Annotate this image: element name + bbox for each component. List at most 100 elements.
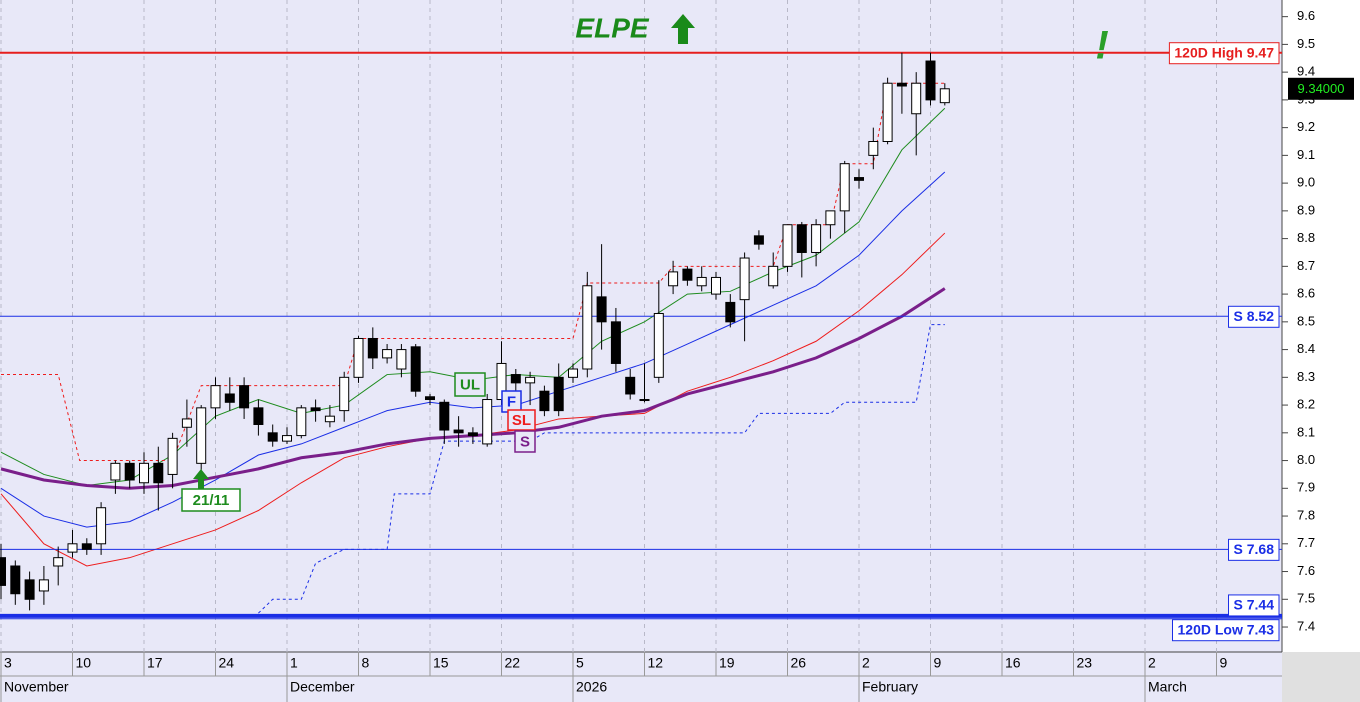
x-tick-label: 22 <box>505 655 521 671</box>
annotation-box <box>454 372 486 397</box>
candle-body <box>453 429 464 434</box>
candle-body <box>525 376 536 384</box>
candle-body <box>253 407 264 425</box>
y-tick-label: 9.5 <box>1297 36 1315 51</box>
candle-body <box>682 268 693 281</box>
candle-body <box>181 418 192 428</box>
candle-body <box>139 462 150 484</box>
x-tick-label: 2 <box>1148 655 1156 671</box>
level-label-box <box>1228 594 1280 617</box>
y-tick-label: 9.6 <box>1297 8 1315 23</box>
candle-body <box>639 399 650 402</box>
y-tick-label: 8.8 <box>1297 230 1315 245</box>
candle-body <box>367 337 378 359</box>
x-tick-label: 17 <box>147 655 163 671</box>
y-axis-area <box>1282 0 1360 652</box>
candle-body <box>868 140 879 156</box>
x-tick-label: 12 <box>648 655 664 671</box>
month-label: March <box>1148 679 1187 695</box>
candle-body <box>568 368 579 378</box>
candle-body <box>110 462 121 481</box>
y-tick-label: 8.4 <box>1297 341 1315 356</box>
annotation-box <box>181 488 241 512</box>
last-price-label: 9.34000 <box>1298 81 1345 96</box>
annotation-arrow <box>193 469 209 489</box>
candle-body <box>796 224 807 253</box>
candle-body <box>310 407 321 412</box>
candle-body <box>53 557 64 567</box>
candle-body <box>296 407 307 437</box>
candle-body <box>382 349 393 359</box>
last-price-box <box>1288 77 1354 100</box>
candle-body <box>467 432 478 437</box>
x-tick-label: 9 <box>1220 655 1228 671</box>
y-tick-label: 7.4 <box>1297 618 1315 633</box>
x-tick-label: 9 <box>934 655 942 671</box>
candle-body <box>167 437 178 475</box>
candle-body <box>324 415 335 423</box>
candle-body <box>510 374 521 384</box>
annotation-label: 21/11 <box>193 492 230 509</box>
y-tick-label: 8.6 <box>1297 286 1315 301</box>
y-tick-label: 8.2 <box>1297 397 1315 412</box>
month-label: February <box>862 679 918 695</box>
candle-body <box>925 60 936 101</box>
candle-body <box>896 82 907 87</box>
candle-body <box>768 265 779 287</box>
x-tick-label: 24 <box>219 655 235 671</box>
candle-body <box>882 82 893 142</box>
candle-body <box>67 543 78 553</box>
candle-body <box>482 399 493 445</box>
x-tick-label: 3 <box>4 655 12 671</box>
channel-line <box>258 324 945 614</box>
candle-body <box>854 177 865 181</box>
candle-body <box>610 321 621 364</box>
candle-body <box>410 346 421 392</box>
level-label-box <box>1172 619 1280 642</box>
candle-body <box>81 543 92 550</box>
x-tick-label: 2 <box>862 655 870 671</box>
y-tick-label: 8.3 <box>1297 369 1315 384</box>
x-tick-label: 15 <box>433 655 449 671</box>
level-label: 120D High 9.47 <box>1174 44 1274 60</box>
candle-body <box>811 224 822 253</box>
y-tick-label: 9.2 <box>1297 119 1315 134</box>
candle-body <box>224 393 235 403</box>
level-label: 120D Low 7.43 <box>1178 621 1275 637</box>
candle-body <box>753 235 764 245</box>
candle-body <box>625 376 636 395</box>
y-tick-label: 8.0 <box>1297 452 1315 467</box>
candle-body <box>24 579 35 600</box>
y-tick-label: 7.7 <box>1297 535 1315 550</box>
candle-body <box>239 385 250 409</box>
candle-body <box>711 276 722 295</box>
candle-body <box>267 432 278 442</box>
annotation-box <box>514 430 536 453</box>
annotation-label: S <box>520 433 530 450</box>
title-arrow <box>671 14 695 44</box>
level-label-box <box>1228 538 1280 561</box>
y-tick-label: 9.1 <box>1297 147 1315 162</box>
y-tick-label: 7.8 <box>1297 507 1315 522</box>
y-tick-label: 9.4 <box>1297 64 1315 79</box>
candle-body <box>10 565 21 595</box>
x-tick-label: 16 <box>1005 655 1021 671</box>
candle-body <box>210 385 221 409</box>
x-tick-label: 1 <box>290 655 298 671</box>
y-tick-label: 8.7 <box>1297 258 1315 273</box>
candle-body <box>911 82 922 115</box>
candle-body <box>96 507 107 545</box>
chart-title: ELPE <box>575 12 649 43</box>
candle-body <box>582 285 593 370</box>
annotation-box <box>507 409 536 431</box>
x-tick-label: 10 <box>76 655 92 671</box>
x-tick-label: 8 <box>362 655 370 671</box>
x-tick-label: 23 <box>1077 655 1093 671</box>
candle-body <box>939 88 950 104</box>
candle-body <box>0 557 7 586</box>
candle-body <box>353 337 364 378</box>
overlay: 120D High 9.47 S 8.52 S 7.68 S 7.44 120D Low… <box>181 42 1354 642</box>
candle-body <box>196 407 207 464</box>
candle-body <box>124 462 135 481</box>
candle-body <box>696 276 707 287</box>
